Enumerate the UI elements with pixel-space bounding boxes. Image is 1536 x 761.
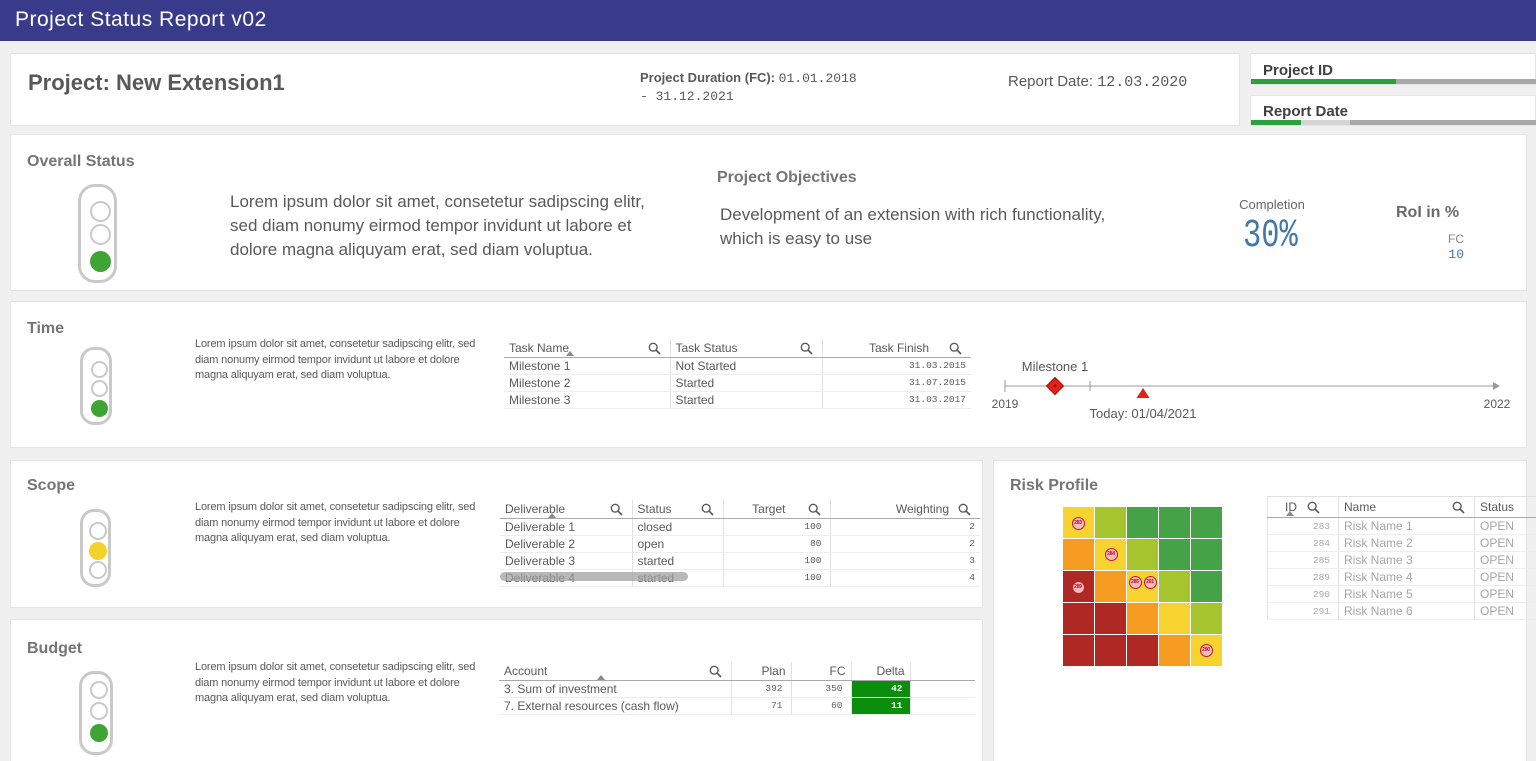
svg-text:2019: 2019 xyxy=(992,397,1019,411)
svg-text:Today: 01/04/2021: Today: 01/04/2021 xyxy=(1090,406,1197,421)
svg-text:2022: 2022 xyxy=(1484,397,1511,411)
svg-text:Milestone 1: Milestone 1 xyxy=(1022,359,1088,374)
